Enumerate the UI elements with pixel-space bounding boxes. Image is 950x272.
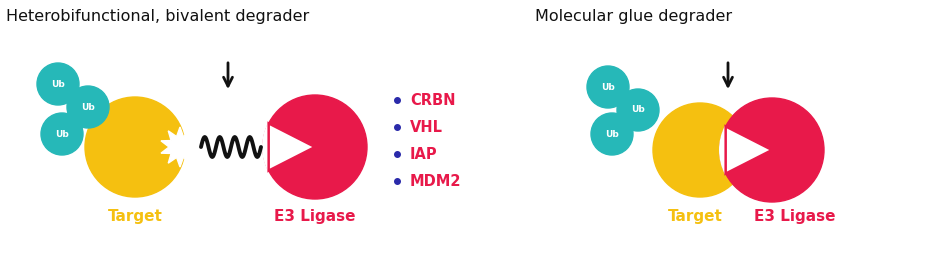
Circle shape — [37, 63, 79, 105]
Circle shape — [263, 95, 367, 199]
Circle shape — [720, 98, 824, 202]
Wedge shape — [719, 126, 772, 174]
Circle shape — [587, 66, 629, 108]
Circle shape — [591, 113, 633, 155]
Text: E3 Ligase: E3 Ligase — [754, 209, 836, 224]
Text: Ub: Ub — [51, 79, 65, 88]
Text: Ub: Ub — [55, 129, 69, 138]
Text: IAP: IAP — [410, 147, 438, 162]
Text: Ub: Ub — [631, 106, 645, 115]
Text: Target: Target — [107, 209, 162, 224]
Text: Ub: Ub — [601, 82, 615, 91]
Circle shape — [85, 97, 185, 197]
Text: Ub: Ub — [81, 103, 95, 112]
Text: Ub: Ub — [605, 129, 618, 138]
Text: VHL: VHL — [410, 119, 443, 134]
Text: MDM2: MDM2 — [410, 174, 462, 188]
Text: E3 Ligase: E3 Ligase — [275, 209, 355, 224]
Wedge shape — [262, 123, 315, 171]
Circle shape — [41, 113, 83, 155]
Circle shape — [653, 103, 747, 197]
Text: Target: Target — [668, 209, 722, 224]
Text: CRBN: CRBN — [410, 92, 455, 107]
Text: Heterobifunctional, bivalent degrader: Heterobifunctional, bivalent degrader — [6, 9, 310, 24]
Circle shape — [617, 89, 659, 131]
Circle shape — [67, 86, 109, 128]
Polygon shape — [161, 127, 199, 167]
Text: Molecular glue degrader: Molecular glue degrader — [535, 9, 732, 24]
